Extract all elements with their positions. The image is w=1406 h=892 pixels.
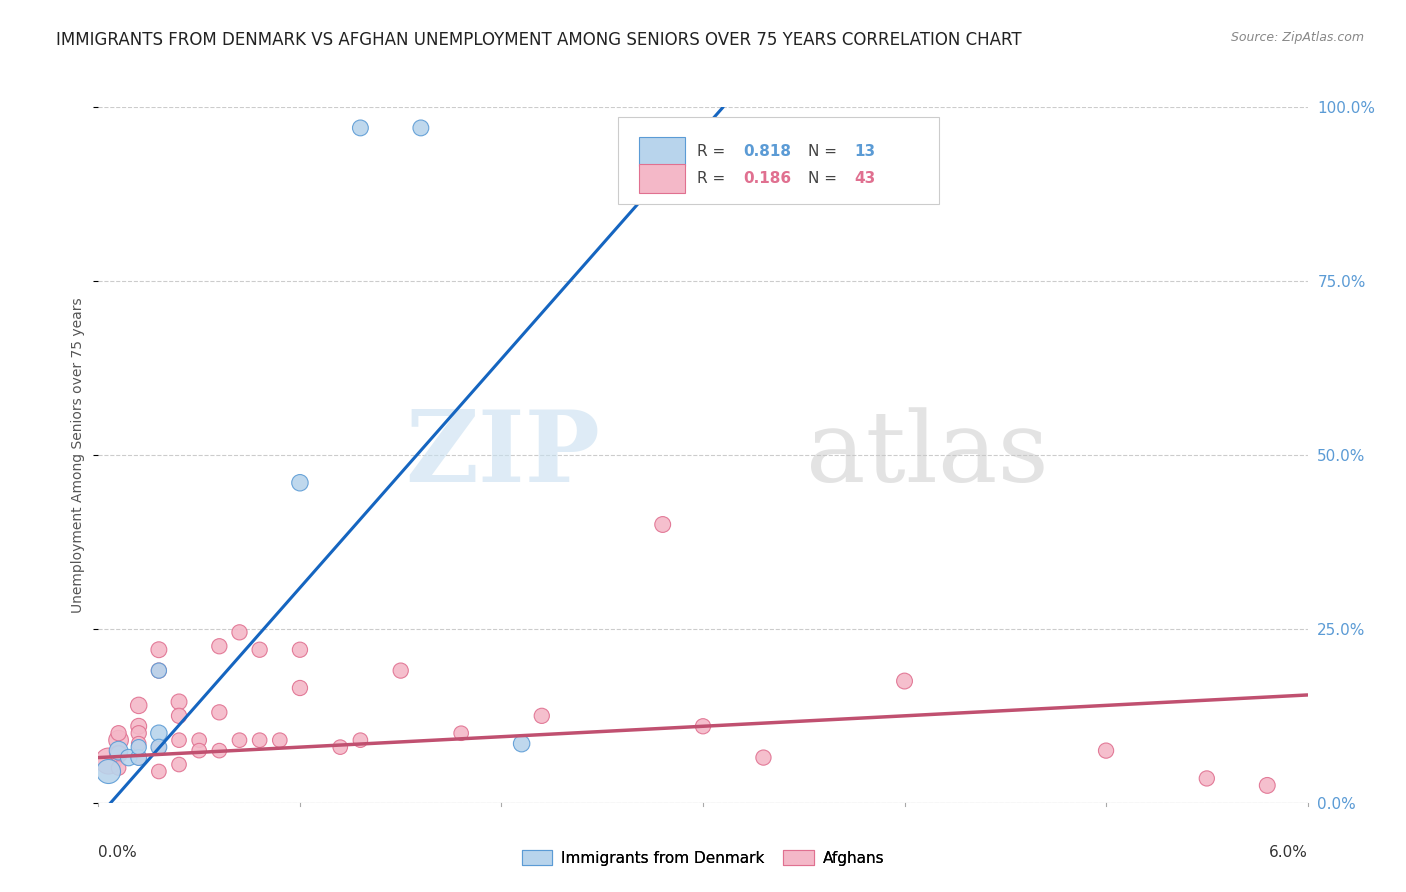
Point [208,639,231,653]
Point [349,733,371,747]
Point [148,664,170,678]
Point [148,764,170,779]
Text: N =: N = [808,144,842,159]
Point [288,681,311,695]
Point [97,754,120,768]
FancyBboxPatch shape [638,164,685,194]
Point [1095,744,1118,758]
Point [733,120,755,135]
Point [128,737,150,751]
Point [107,747,129,761]
Point [651,517,673,532]
FancyBboxPatch shape [619,118,939,204]
Point [128,719,150,733]
Point [389,664,412,678]
Point [167,757,190,772]
Point [128,726,150,740]
Point [409,120,432,135]
Point [249,733,271,747]
Point [269,733,291,747]
Point [249,642,271,657]
Point [107,733,129,747]
Point [107,726,129,740]
Point [450,726,472,740]
Point [228,625,250,640]
Point [188,744,211,758]
Text: IMMIGRANTS FROM DENMARK VS AFGHAN UNEMPLOYMENT AMONG SENIORS OVER 75 YEARS CORRE: IMMIGRANTS FROM DENMARK VS AFGHAN UNEMPL… [56,31,1022,49]
Point [288,642,311,657]
Text: 13: 13 [855,144,876,159]
Point [167,733,190,747]
Point [167,695,190,709]
Text: Source: ZipAtlas.com: Source: ZipAtlas.com [1230,31,1364,45]
Point [148,664,170,678]
Point [118,750,141,764]
Point [1256,778,1278,792]
Point [228,733,250,747]
Point [208,706,231,720]
Point [128,698,150,713]
Point [329,740,352,755]
Point [188,733,211,747]
Point [128,750,150,764]
Text: 6.0%: 6.0% [1268,845,1308,860]
FancyBboxPatch shape [638,136,685,166]
Point [107,747,129,761]
Point [167,708,190,723]
Text: 0.818: 0.818 [742,144,792,159]
Text: 0.186: 0.186 [742,171,792,186]
Point [128,740,150,755]
Text: R =: R = [697,144,730,159]
Point [349,120,371,135]
Text: N =: N = [808,171,842,186]
Point [97,764,120,779]
Point [128,750,150,764]
Point [692,719,714,733]
Point [148,740,170,755]
Point [510,737,533,751]
Y-axis label: Unemployment Among Seniors over 75 years: Unemployment Among Seniors over 75 years [72,297,86,613]
Text: ZIP: ZIP [405,407,600,503]
Point [148,642,170,657]
Text: 0.0%: 0.0% [98,845,138,860]
Text: 43: 43 [855,171,876,186]
Point [530,708,553,723]
Point [148,726,170,740]
Text: atlas: atlas [806,407,1049,503]
Point [208,744,231,758]
Text: R =: R = [697,171,730,186]
Point [288,475,311,490]
Legend: Immigrants from Denmark, Afghans: Immigrants from Denmark, Afghans [516,844,890,871]
Point [107,744,129,758]
Point [893,674,915,689]
Point [148,740,170,755]
Point [107,761,129,775]
Point [1195,772,1218,786]
Point [752,750,775,764]
